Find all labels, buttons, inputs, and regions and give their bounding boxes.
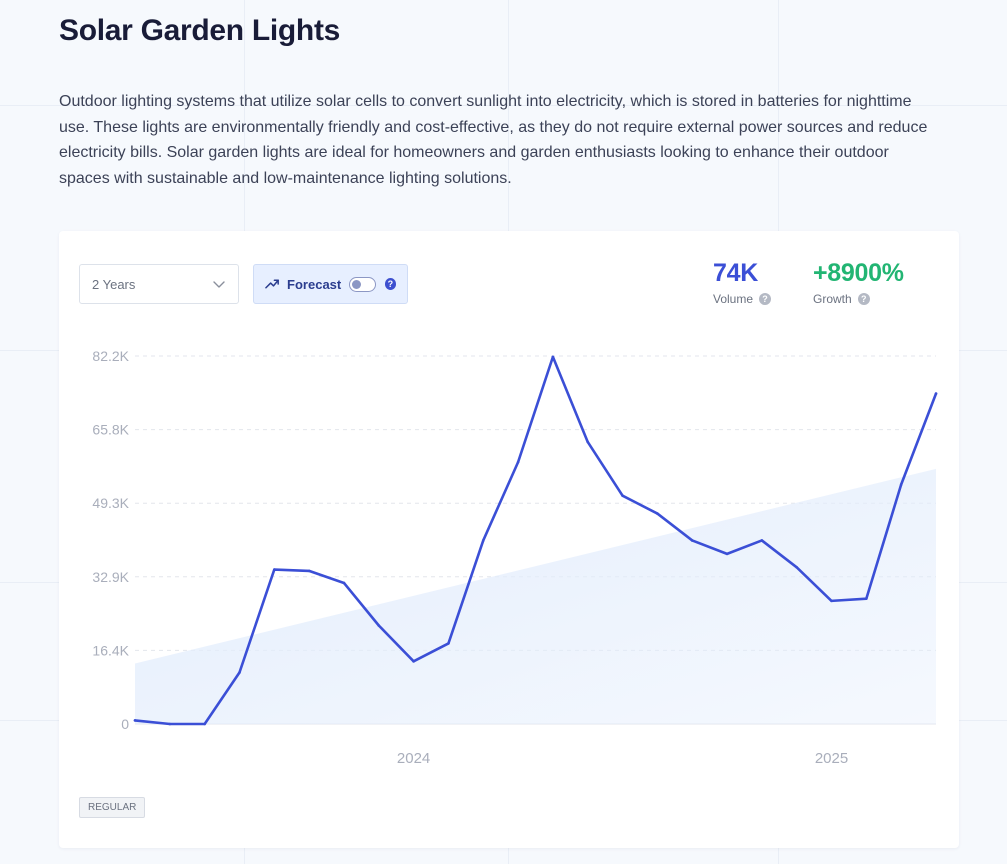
page-description: Outdoor lighting systems that utilize so… xyxy=(59,93,928,187)
trend-card: 2 Years Forecast ? 74K Volume ? +8900% G… xyxy=(59,231,959,848)
volume-value: 74K xyxy=(713,259,758,287)
data-point xyxy=(412,660,415,663)
trend-band-area xyxy=(135,468,936,724)
volume-metric: 74K Volume ? xyxy=(713,259,772,306)
y-tick-label: 0 xyxy=(121,716,129,732)
data-point xyxy=(656,512,659,515)
x-tick-label: 2024 xyxy=(397,750,430,767)
y-tick-label: 49.3K xyxy=(92,495,129,511)
data-point xyxy=(307,569,311,573)
help-icon[interactable]: ? xyxy=(759,293,772,305)
growth-metric: +8900% Growth ? xyxy=(813,259,904,306)
data-point xyxy=(273,568,276,571)
data-point xyxy=(516,460,520,464)
volume-series-line xyxy=(133,355,938,726)
data-point xyxy=(203,722,206,726)
y-tick-label: 65.8K xyxy=(92,422,129,438)
time-range-select[interactable]: 2 Years xyxy=(79,264,239,304)
data-point xyxy=(934,392,938,395)
trend-type-badge: REGULAR xyxy=(79,797,146,818)
forecast-label: Forecast xyxy=(287,276,342,292)
time-range-value: 2 Years xyxy=(92,276,136,292)
chevron-down-icon xyxy=(213,281,225,288)
y-tick-label: 32.9K xyxy=(92,569,129,585)
search-volume-chart: 0 16.4K 32.9K 49.3K 65.8K 82.2K 2024 2025 xyxy=(92,348,938,767)
x-tick-label: 2025 xyxy=(815,750,848,767)
data-point xyxy=(447,642,450,645)
y-tick-label: 16.4K xyxy=(92,642,129,658)
data-point xyxy=(795,566,798,569)
help-icon[interactable]: ? xyxy=(384,278,396,290)
data-point xyxy=(238,671,241,674)
data-point xyxy=(551,355,555,359)
page-title: Solar Garden Lights xyxy=(59,14,341,47)
data-point xyxy=(899,483,903,486)
data-point xyxy=(830,599,833,603)
data-point xyxy=(865,597,868,600)
trend-up-icon xyxy=(265,279,279,289)
data-point xyxy=(168,722,172,726)
growth-label: Growth xyxy=(813,292,852,306)
data-point xyxy=(621,494,624,497)
forecast-switch[interactable] xyxy=(349,276,376,292)
forecast-toggle-button[interactable]: Forecast ? xyxy=(253,264,408,304)
data-point xyxy=(481,539,485,542)
data-point xyxy=(760,539,764,542)
data-point xyxy=(342,581,346,585)
data-point xyxy=(133,719,137,722)
data-point xyxy=(690,539,694,542)
data-point xyxy=(725,552,729,556)
data-point xyxy=(586,440,590,444)
growth-value: +8900% xyxy=(813,259,904,287)
y-tick-label: 82.2K xyxy=(92,348,129,364)
volume-label: Volume xyxy=(713,292,754,306)
help-icon[interactable]: ? xyxy=(857,293,870,305)
data-point xyxy=(377,624,381,627)
